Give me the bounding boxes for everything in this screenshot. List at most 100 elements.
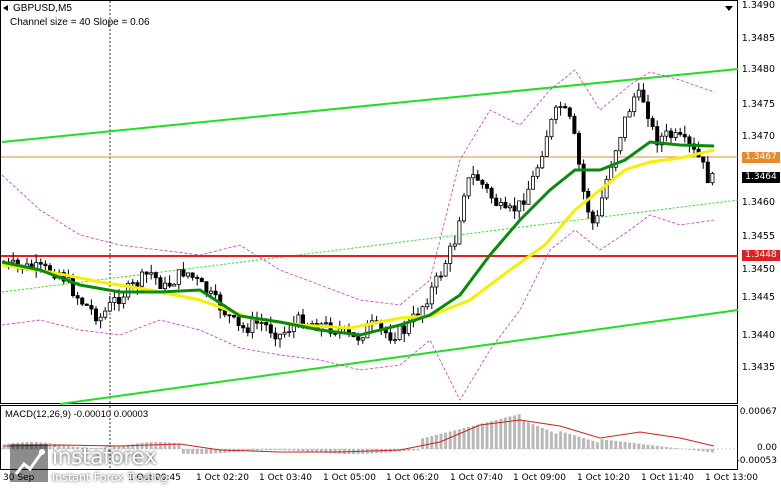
candle-body[interactable]: [278, 334, 281, 339]
candle-body[interactable]: [513, 206, 516, 211]
candle-body[interactable]: [191, 273, 194, 278]
candle-body[interactable]: [324, 323, 327, 324]
candle-body[interactable]: [283, 332, 286, 334]
candle-body[interactable]: [508, 206, 511, 208]
candle-body[interactable]: [449, 246, 452, 263]
candle-body[interactable]: [646, 102, 649, 119]
candle-body[interactable]: [499, 202, 502, 205]
candle-body[interactable]: [679, 132, 682, 134]
candle-body[interactable]: [122, 297, 125, 304]
candle-body[interactable]: [476, 175, 479, 181]
candle-body[interactable]: [637, 90, 640, 97]
candle-body[interactable]: [628, 112, 631, 117]
candle-body[interactable]: [357, 337, 360, 340]
candle-body[interactable]: [522, 201, 525, 204]
candle-body[interactable]: [504, 202, 507, 207]
candle-body[interactable]: [591, 212, 594, 223]
candle-body[interactable]: [389, 333, 392, 340]
candle-body[interactable]: [545, 137, 548, 157]
candle-body[interactable]: [228, 315, 231, 316]
candle-body[interactable]: [550, 119, 553, 136]
candle-body[interactable]: [145, 272, 148, 274]
candle-body[interactable]: [140, 272, 143, 286]
candle-body[interactable]: [541, 156, 544, 167]
candle-body[interactable]: [237, 317, 240, 326]
candle-body[interactable]: [462, 196, 465, 221]
candle-body[interactable]: [209, 291, 212, 293]
candle-body[interactable]: [458, 221, 461, 244]
candle-body[interactable]: [361, 338, 364, 340]
candle-body[interactable]: [150, 273, 153, 274]
candle-body[interactable]: [44, 264, 47, 266]
candle-body[interactable]: [94, 309, 97, 321]
candle-body[interactable]: [633, 97, 636, 112]
candle-body[interactable]: [430, 287, 433, 304]
candle-body[interactable]: [573, 116, 576, 133]
candle-body[interactable]: [39, 263, 42, 265]
candle-body[interactable]: [706, 162, 709, 183]
candle-body[interactable]: [596, 216, 599, 223]
candle-body[interactable]: [568, 108, 571, 116]
candle-body[interactable]: [467, 178, 470, 196]
candle-body[interactable]: [582, 164, 585, 191]
candle-body[interactable]: [173, 284, 176, 286]
candle-body[interactable]: [205, 282, 208, 294]
candle-body[interactable]: [495, 198, 498, 205]
candle-body[interactable]: [163, 283, 166, 288]
candle-body[interactable]: [246, 328, 249, 333]
candle-body[interactable]: [490, 188, 493, 198]
candle-body[interactable]: [527, 189, 530, 204]
candle-body[interactable]: [108, 303, 111, 312]
candle-body[interactable]: [554, 107, 557, 119]
candle-body[interactable]: [623, 117, 626, 137]
candle-body[interactable]: [674, 132, 677, 137]
candle-body[interactable]: [426, 304, 429, 307]
candle-body[interactable]: [711, 173, 714, 182]
candle-body[interactable]: [159, 278, 162, 289]
candle-body[interactable]: [669, 131, 672, 138]
candle-body[interactable]: [688, 137, 691, 144]
candle-body[interactable]: [269, 325, 272, 333]
candle-body[interactable]: [642, 90, 645, 102]
candle-body[interactable]: [81, 298, 84, 304]
candle-body[interactable]: [439, 276, 442, 277]
candle-body[interactable]: [154, 273, 157, 278]
candle-body[interactable]: [196, 277, 199, 278]
candle-body[interactable]: [665, 131, 668, 136]
candle-body[interactable]: [177, 270, 180, 285]
candle-body[interactable]: [444, 263, 447, 276]
candle-body[interactable]: [274, 333, 277, 339]
candle-body[interactable]: [564, 106, 567, 107]
candle-body[interactable]: [182, 270, 185, 276]
candle-body[interactable]: [453, 244, 456, 246]
candle-body[interactable]: [117, 298, 120, 304]
candle-body[interactable]: [297, 315, 300, 324]
candle-body[interactable]: [186, 273, 189, 276]
candle-body[interactable]: [619, 137, 622, 150]
candle-body[interactable]: [398, 326, 401, 340]
candle-body[interactable]: [702, 157, 705, 162]
candle-body[interactable]: [90, 305, 93, 309]
candle-body[interactable]: [76, 296, 79, 299]
candle-body[interactable]: [651, 119, 654, 127]
candle-body[interactable]: [214, 291, 217, 295]
candle-body[interactable]: [577, 133, 580, 164]
candle-body[interactable]: [481, 180, 484, 184]
candle-body[interactable]: [393, 340, 396, 341]
candle-body[interactable]: [200, 278, 203, 281]
candle-body[interactable]: [113, 298, 116, 303]
candle-body[interactable]: [232, 315, 235, 317]
candle-body[interactable]: [610, 167, 613, 179]
candle-body[interactable]: [518, 201, 521, 211]
candle-body[interactable]: [265, 322, 268, 324]
candle-body[interactable]: [104, 311, 107, 317]
candle-body[interactable]: [12, 260, 15, 262]
candle-body[interactable]: [403, 326, 406, 333]
candle-body[interactable]: [485, 184, 488, 188]
candle-body[interactable]: [472, 175, 475, 178]
candle-body[interactable]: [131, 283, 134, 284]
candle-body[interactable]: [435, 276, 438, 287]
candle-body[interactable]: [136, 283, 139, 287]
candle-body[interactable]: [559, 106, 562, 107]
